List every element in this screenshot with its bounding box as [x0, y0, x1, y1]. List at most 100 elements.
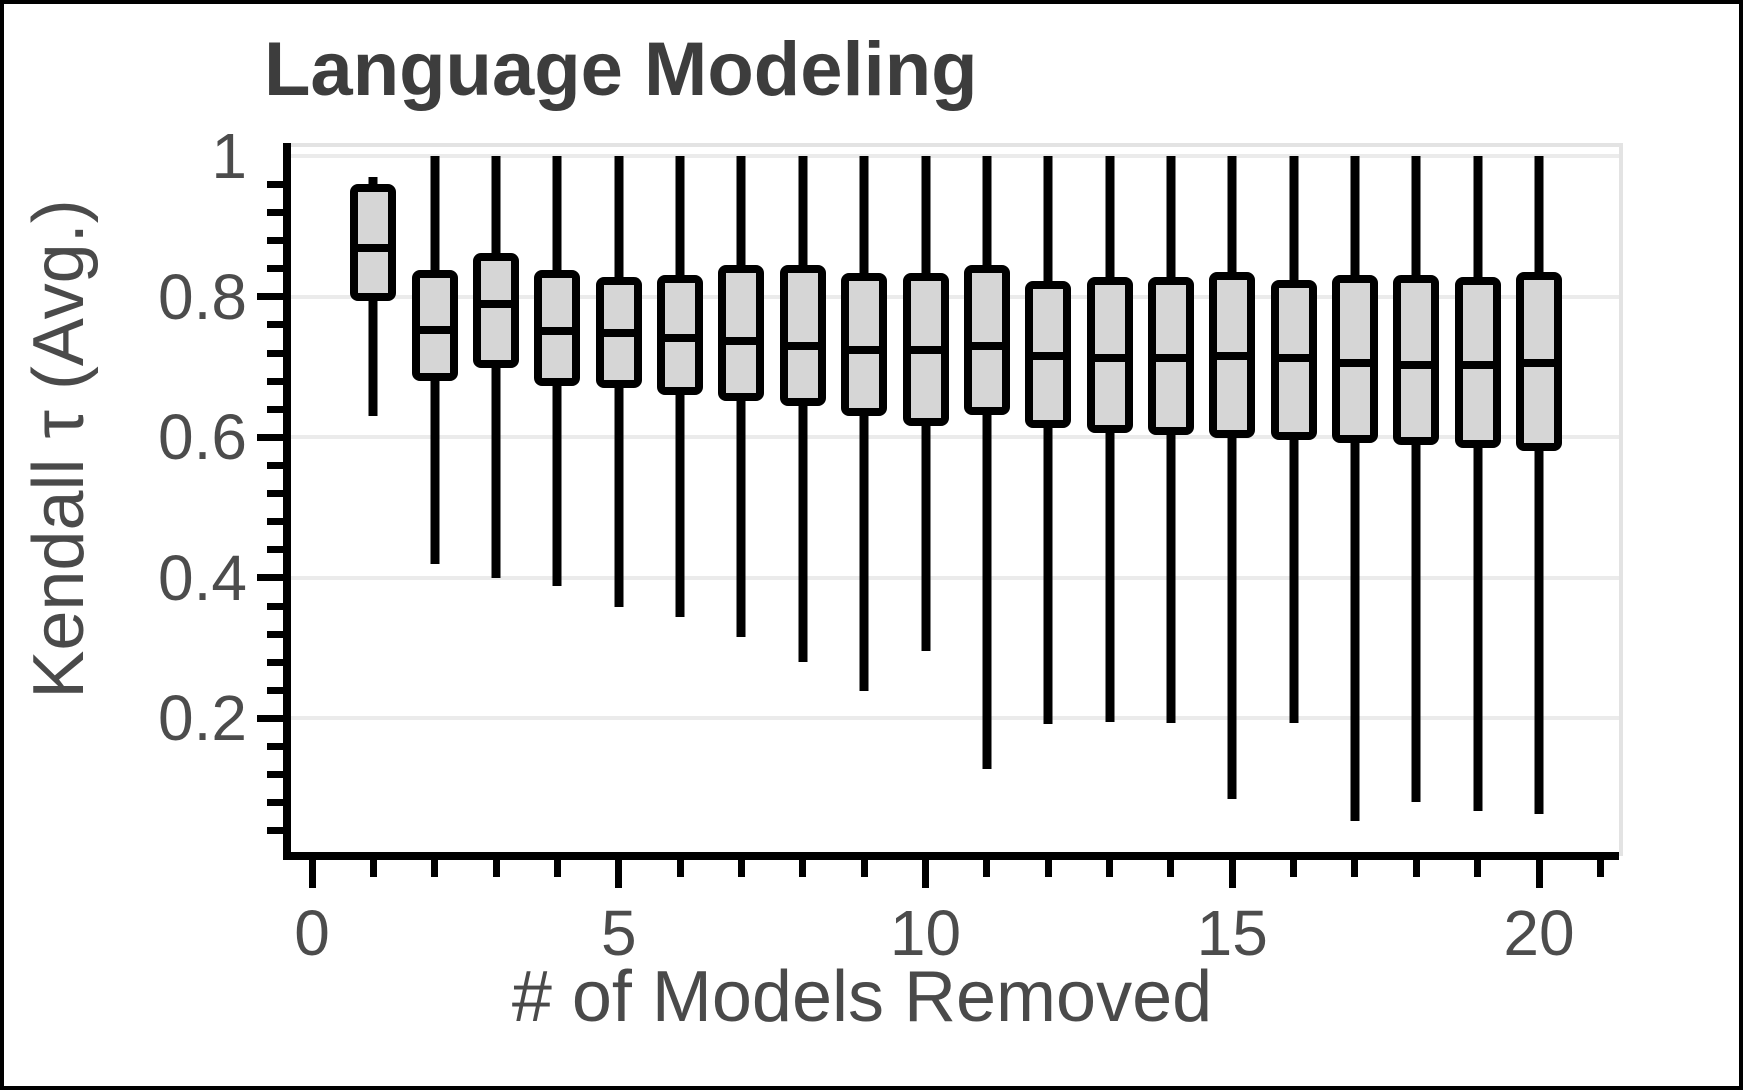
- x-axis-title: # of Models Removed: [511, 957, 1213, 1037]
- box-11-median: [971, 342, 1002, 351]
- box-3: [473, 253, 520, 368]
- y-minor-tick-0.76: [267, 321, 283, 329]
- box-12-median: [1033, 351, 1064, 360]
- box-1-median: [358, 244, 389, 253]
- box-17-whisker: [1350, 156, 1360, 822]
- box-2: [411, 269, 458, 381]
- y-minor-tick-0.08: [267, 799, 283, 807]
- y-minor-tick-0.12: [267, 771, 283, 779]
- x-axis-spine: [283, 852, 1619, 860]
- box-20: [1516, 271, 1562, 452]
- box-20-whisker: [1534, 156, 1544, 815]
- box-17: [1331, 274, 1378, 443]
- x-major-tick-5: [615, 860, 623, 888]
- box-9-median: [849, 345, 880, 354]
- x-minor-tick-1: [369, 860, 377, 877]
- box-5: [595, 277, 642, 388]
- x-minor-tick-6: [676, 860, 684, 877]
- y-major-tick-0.80: [257, 293, 283, 301]
- box-8-median: [787, 342, 818, 351]
- x-minor-tick-7: [737, 860, 745, 877]
- box-10: [902, 273, 949, 426]
- box-13: [1086, 276, 1133, 433]
- y-minor-tick-0.16: [267, 743, 283, 751]
- box-9: [841, 273, 888, 417]
- y-tick-label-0.2: 0.2: [158, 682, 247, 755]
- y-major-tick-0.40: [257, 574, 283, 582]
- box-15-whisker: [1227, 156, 1237, 800]
- box-3-median: [481, 300, 512, 309]
- gridline-y-0.8: [287, 294, 1619, 299]
- y-major-tick-0.20: [257, 714, 283, 722]
- x-minor-tick-8: [799, 860, 807, 877]
- box-8-whisker: [798, 156, 808, 663]
- y-tick-label-0.4: 0.4: [158, 541, 247, 614]
- y-axis-title-text: Kendall τ (Avg.): [19, 199, 99, 699]
- box-2-median: [419, 326, 450, 335]
- x-minor-tick-14: [1167, 860, 1175, 877]
- x-minor-tick-18: [1412, 860, 1420, 877]
- box-10-median: [910, 345, 941, 354]
- x-minor-tick-17: [1351, 860, 1359, 877]
- box-18: [1393, 274, 1440, 445]
- box-19-whisker: [1473, 156, 1483, 812]
- x-tick-label-5: 5: [600, 897, 637, 969]
- box-18-whisker: [1411, 156, 1421, 803]
- x-minor-tick-19: [1474, 860, 1482, 877]
- panel-border-top: [287, 143, 1623, 147]
- y-minor-tick-0.64: [267, 405, 283, 413]
- x-major-tick-15: [1228, 860, 1236, 888]
- gridline-y-0.4: [287, 575, 1619, 580]
- box-7: [718, 264, 765, 402]
- x-tick-label-15: 15: [1196, 897, 1268, 969]
- x-minor-tick-16: [1290, 860, 1298, 877]
- y-minor-tick-0.44: [267, 546, 283, 554]
- panel-border-right: [1619, 143, 1623, 856]
- box-1: [350, 183, 397, 301]
- x-minor-tick-13: [1106, 860, 1114, 877]
- chart-title: Language Modeling: [264, 27, 978, 112]
- y-minor-tick-0.56: [267, 461, 283, 469]
- y-minor-tick-0.96: [267, 180, 283, 188]
- box-19-median: [1462, 360, 1493, 369]
- x-major-tick-20: [1535, 860, 1543, 888]
- y-tick-label-1: 1: [211, 120, 247, 193]
- y-minor-tick-0.68: [267, 377, 283, 385]
- box-4-median: [542, 327, 573, 335]
- x-tick-label-10: 10: [889, 897, 962, 969]
- y-minor-tick-0.48: [267, 518, 283, 526]
- x-minor-tick-2: [431, 860, 439, 877]
- box-20-median: [1524, 358, 1554, 367]
- box-16-median: [1278, 353, 1309, 362]
- y-minor-tick-0.28: [267, 658, 283, 666]
- box-8: [779, 264, 826, 407]
- x-tick-label-0: 0: [294, 897, 330, 969]
- box-4: [534, 269, 581, 386]
- x-major-tick-10: [922, 860, 929, 888]
- box-18-median: [1401, 360, 1432, 369]
- box-13-median: [1094, 353, 1125, 362]
- gridline-y-1: [287, 154, 1619, 159]
- box-12-whisker: [1043, 156, 1053, 725]
- y-minor-tick-0.88: [267, 237, 283, 245]
- y-minor-tick-0.84: [267, 265, 283, 273]
- box-6: [657, 274, 704, 395]
- x-tick-label-20: 20: [1503, 897, 1575, 969]
- box-11: [963, 264, 1010, 415]
- box-14-median: [1155, 353, 1186, 362]
- x-minor-tick-11: [983, 860, 991, 877]
- x-minor-tick-12: [1044, 860, 1052, 877]
- y-minor-tick-0.92: [267, 208, 283, 216]
- box-7-median: [726, 336, 757, 345]
- y-minor-tick-0.04: [267, 827, 283, 835]
- x-minor-tick-4: [553, 860, 561, 877]
- y-axis-spine: [283, 143, 291, 860]
- box-15: [1209, 271, 1256, 438]
- box-5-median: [603, 329, 634, 338]
- box-17-median: [1339, 358, 1370, 367]
- box-16: [1270, 280, 1317, 440]
- box-11-whisker: [982, 156, 992, 770]
- gridline-y-0.2: [287, 716, 1619, 721]
- x-major-tick-0: [308, 860, 316, 888]
